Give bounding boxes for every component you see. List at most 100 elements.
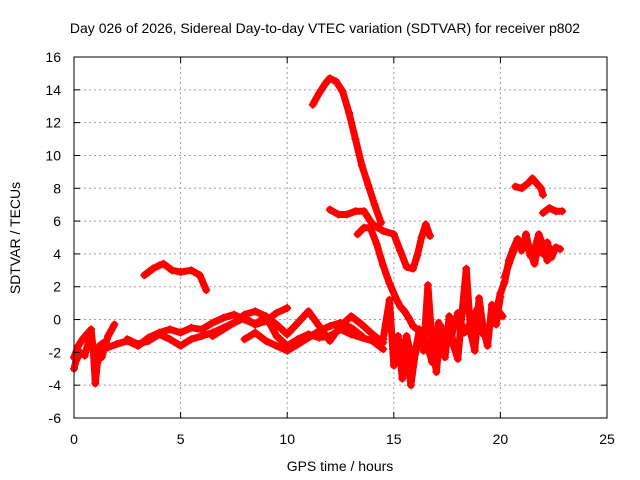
data-point-marker [187,335,196,344]
data-point-marker [357,161,366,170]
data-point-marker [359,207,368,216]
data-point-marker [195,271,204,280]
data-point-marker [315,89,324,98]
y-tick-label: 12 [45,115,61,131]
data-point-marker [208,318,217,327]
data-point-marker [325,74,334,83]
data-point-marker [187,266,196,275]
data-point-marker [408,264,417,273]
data-point-marker [202,286,211,295]
data-point-marker [219,325,228,334]
data-point-marker [321,79,330,88]
data-point-marker [385,295,394,304]
data-point-marker [370,200,379,209]
data-point-marker [84,336,93,345]
data-point-marker [80,351,89,360]
data-point-marker [402,263,411,272]
data-point-marker [357,320,366,329]
data-point-marker [406,381,415,390]
data-point-marker [421,220,430,229]
y-tick-label: 6 [53,213,61,229]
data-point-marker [453,354,462,363]
series-trace-o [539,203,567,217]
data-point-marker [93,358,102,367]
y-axis-label: SDTVAR / TECUs [7,182,23,294]
data-point-marker [347,312,356,321]
data-point-marker [240,310,249,319]
data-point-marker [325,205,334,214]
data-point-marker [500,272,509,281]
data-point-marker [485,322,494,331]
data-point-marker [353,230,362,239]
data-point-marker [479,330,488,339]
data-point-marker [539,190,548,199]
data-point-marker [389,230,398,239]
y-tick-label: -4 [49,377,62,393]
data-point-marker [524,179,533,188]
data-point-marker [466,318,475,327]
data-point-marker [251,307,260,316]
data-point-marker [159,259,168,268]
data-point-marker [415,325,424,334]
data-point-marker [394,331,403,340]
data-point-marker [304,307,313,316]
data-point-marker [498,312,507,321]
data-point-marker [91,346,100,355]
data-point-marker [229,310,238,319]
data-point-marker [87,325,96,334]
data-point-marker [148,264,157,273]
data-point-marker [532,179,541,188]
data-point-marker [402,331,411,340]
data-point-marker [272,320,281,329]
data-point-marker [304,333,313,342]
data-point-marker [470,346,479,355]
data-point-marker [72,356,81,365]
data-point-marker [517,240,526,249]
data-point-marker [315,322,324,331]
series-trace [309,74,385,227]
data-point-marker [413,251,422,260]
data-point-marker [168,266,177,275]
data-point-marker [545,203,554,212]
data-point-marker [366,223,375,232]
data-point-marker [283,304,292,313]
data-point-marker [283,346,292,355]
data-point-marker [385,279,394,288]
y-tick-label: 2 [53,279,61,295]
data-point-marker [308,100,317,109]
data-point-marker [97,353,106,362]
data-point-marker [140,271,149,280]
data-point-marker [325,322,334,331]
series-trace-d [140,259,211,295]
data-point-marker [449,341,458,350]
data-point-marker [408,359,417,368]
y-tick-label: 0 [53,312,61,328]
y-tick-label: 14 [45,82,61,98]
data-point-marker [504,259,513,268]
axis-ticks: 0 5 10 15 20 25 -6 -4 -2 0 2 4 6 8 10 12 14 16 [45,49,615,447]
data-point-marker [551,243,560,252]
data-point-marker [539,208,548,217]
data-point-marker [440,340,449,349]
data-point-marker [357,331,366,340]
data-point-marker [396,246,405,255]
data-point-marker [283,330,292,339]
data-point-marker [526,251,535,260]
data-point-marker [272,341,281,350]
data-point-marker [377,218,386,227]
data-point-marker [155,330,164,339]
data-point-marker [251,328,260,337]
data-point-marker [272,331,281,340]
data-point-marker [176,328,185,337]
data-point-marker [400,307,409,316]
data-point-marker [251,320,260,329]
data-point-marker [475,294,484,303]
data-point-marker [165,325,174,334]
data-point-marker [379,261,388,270]
data-point-marker [240,335,249,344]
x-axis-label: GPS time / hours [287,458,394,474]
data-point-marker [197,331,206,340]
